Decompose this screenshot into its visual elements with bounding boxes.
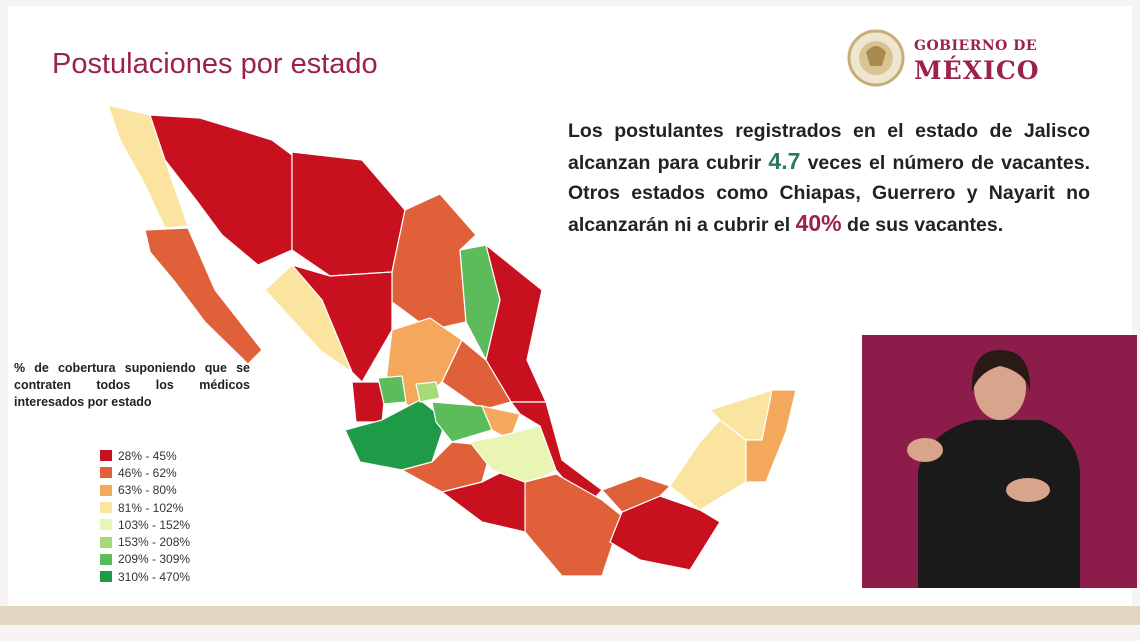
legend-item: 103% - 152% [100,516,190,533]
description: Los postulantes registrados en el estado… [568,116,1090,240]
text-segment: veces el número de vacantes. Otros estad… [568,152,1090,236]
highlight: 4.7 [768,148,801,174]
legend-item: 81% - 102% [100,499,190,516]
legend-swatch [100,571,112,583]
state [291,151,406,277]
state [290,263,393,383]
legend-swatch [100,536,112,548]
highlight: 40% [795,210,842,236]
logo-text: GOBIERNO DE [914,38,1038,54]
mexico-map [107,104,797,577]
state [745,389,797,483]
state [431,401,493,443]
logo-text: MÉXICO [914,56,1040,85]
text-segment: de sus vacantes. [841,214,1004,236]
legend-label: 63% - 80% [118,483,177,498]
legend-label: 103% - 152% [118,517,191,532]
legend-item: 153% - 208% [100,533,190,550]
state [377,375,407,405]
legend-item: 28% - 45% [100,447,190,464]
legend-swatch [100,484,112,496]
legend-swatch [100,502,112,514]
legend-label: 209% - 309% [118,552,191,567]
legend: 28% - 45% 46% - 62% 63% - 80% 81% - 102% 103… [100,447,190,585]
legend-item: 310% - 470% [100,568,190,585]
legend-label: 310% - 470% [118,569,191,584]
state [669,419,747,511]
emblem [847,29,905,87]
legend-title: % de cobertura suponiendo que se contrat… [14,361,250,409]
legend-label: 28% - 45% [118,448,177,463]
legend-label: 46% - 62% [118,465,177,480]
legend-item: 209% - 309% [100,551,190,568]
state [524,473,623,577]
legend-swatch [100,519,112,531]
state [441,339,512,411]
footer-bar [0,606,1140,625]
state [144,227,263,365]
slide-title: Postulaciones por estado [52,48,378,80]
legend-label: 81% - 102% [118,500,184,515]
legend-label: 153% - 208% [118,535,191,550]
state [344,399,447,471]
state [149,114,293,266]
legend-swatch [100,553,112,565]
state [415,381,441,403]
legend-swatch [100,467,112,479]
text-segment: Los postulantes registrados en el estado… [568,120,1090,174]
legend-item: 46% - 62% [100,464,190,481]
state [609,495,721,571]
interpreter-video [862,335,1137,588]
legend-swatch [100,450,112,462]
state [600,475,672,513]
legend-item: 63% - 80% [100,482,190,499]
